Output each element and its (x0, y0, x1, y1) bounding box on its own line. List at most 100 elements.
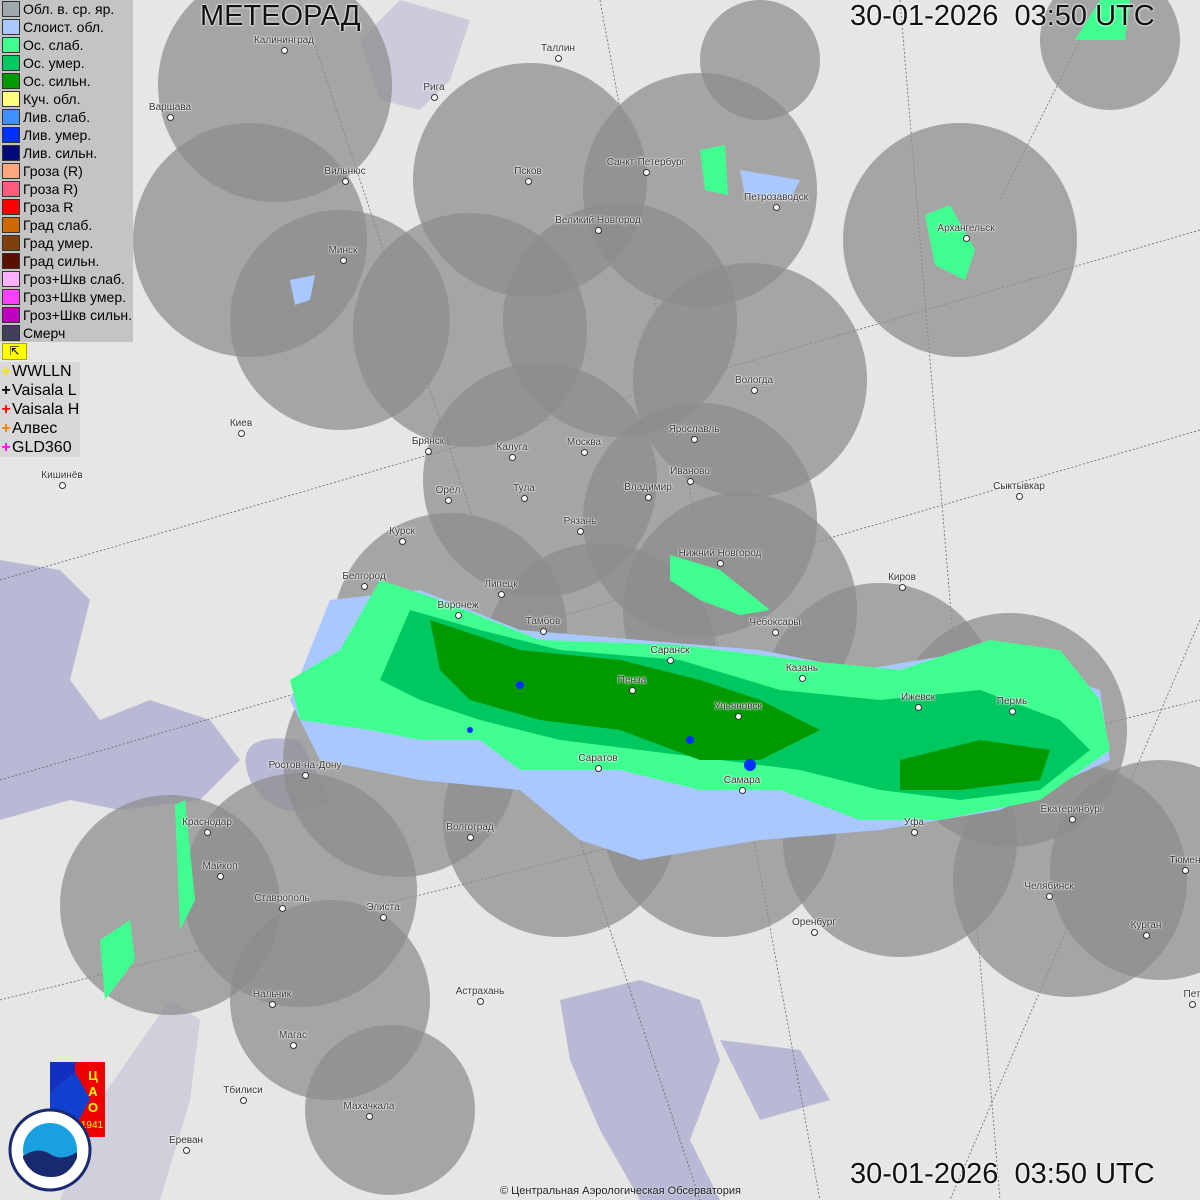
city-marker-icon (717, 560, 724, 567)
legend-item: Смерч (0, 324, 133, 342)
city-label: Тула (513, 483, 535, 494)
city-label: Санкт-Петербург (606, 157, 686, 168)
city-marker-icon (1182, 867, 1189, 874)
city-marker-icon (577, 528, 584, 535)
city-label: Майкоп (202, 861, 238, 872)
lightning-label: Vaisala H (12, 400, 80, 418)
city-marker-icon (380, 914, 387, 921)
city-label: Пермь (996, 696, 1028, 707)
cao-text: Ц (88, 1068, 98, 1083)
legend-swatch (2, 181, 20, 197)
legend-label: Смерч (23, 325, 66, 341)
city-marker-icon (1046, 893, 1053, 900)
legend-item: Лив. умер. (0, 126, 133, 144)
city-marker-icon (963, 235, 970, 242)
city-marker-icon (366, 1113, 373, 1120)
lightning-cross-icon: + (1, 438, 11, 456)
legend-swatch (2, 1, 20, 17)
city-marker-icon (751, 387, 758, 394)
legend-label: Ос. слаб. (23, 37, 84, 53)
legend-label: Град умер. (23, 235, 94, 251)
legend-item: Обл. в. ср. яр. (0, 0, 133, 18)
city-label: Саранск (650, 645, 690, 656)
city-label: Элиста (366, 902, 400, 913)
legend-swatch (2, 163, 20, 179)
city-label: Киров (888, 572, 916, 583)
city-marker-icon (772, 629, 779, 636)
city-label: Иваново (670, 466, 710, 477)
legend-toggle-icon[interactable]: ⇱ (2, 343, 27, 360)
city-marker-icon (1143, 932, 1150, 939)
city-label: Кишинёв (41, 470, 83, 481)
legend-label: Гроза (R) (23, 163, 83, 179)
city-label: Белгород (342, 571, 386, 582)
lightning-label: Алвес (12, 419, 58, 437)
lightning-item: + Vaisala L (0, 381, 80, 400)
city-label: Киев (229, 418, 253, 429)
legend-item: Ос. сильн. (0, 72, 133, 90)
lightning-item: + Vaisala H (0, 400, 80, 419)
city-marker-icon (238, 430, 245, 437)
city-marker-icon (217, 873, 224, 880)
city-label: Ростов-на-Дону (268, 760, 342, 771)
lightning-cross-icon: + (1, 381, 11, 399)
city-marker-icon (691, 436, 698, 443)
legend-label: Гроза R (23, 199, 74, 215)
precipitation (100, 0, 1130, 1000)
legend-swatch (2, 91, 20, 107)
legend-swatch (2, 271, 20, 287)
lightning-legend: + WWLLN + Vaisala L + Vaisala H + Алвес + GLD360 (0, 362, 80, 457)
city-label: Чебоксары (749, 617, 801, 628)
legend-label: Град сильн. (23, 253, 100, 269)
city-label: Рига (423, 82, 445, 93)
app-title: МЕТЕОРАД (200, 0, 361, 32)
legend-item: Гроза R (0, 198, 133, 216)
city-label: Рязань (563, 516, 597, 527)
legend-swatch (2, 253, 20, 269)
legend-swatch (2, 307, 20, 323)
city-label: Воронеж (437, 600, 479, 611)
city-label: Липецк (484, 579, 518, 590)
city-marker-icon (431, 94, 438, 101)
radar-circle (953, 763, 1187, 997)
city-marker-icon (735, 713, 742, 720)
legend-item: Град умер. (0, 234, 133, 252)
city-label: Архангельск (937, 223, 995, 234)
city-marker-icon (399, 538, 406, 545)
lightning-cross-icon: + (1, 400, 11, 418)
legend-item: Град сильн. (0, 252, 133, 270)
city-marker-icon (467, 834, 474, 841)
legend-swatch (2, 19, 20, 35)
precip-light-spb (700, 145, 728, 195)
legend-label: Град слаб. (23, 217, 93, 233)
city-marker-icon (915, 704, 922, 711)
legend-label: Гроз+Шкв слаб. (23, 271, 125, 287)
lightning-label: GLD360 (12, 438, 72, 456)
city-label: Екатеринбург (1040, 804, 1104, 815)
city-label: Орёл (435, 485, 461, 496)
city-marker-icon (302, 772, 309, 779)
svg-text:1941: 1941 (81, 1120, 104, 1131)
legend-item: Лив. сильн. (0, 144, 133, 162)
city-label: Петрозаводск (744, 192, 808, 203)
city-marker-icon (555, 55, 562, 62)
lightning-item: + GLD360 (0, 438, 80, 457)
city-marker-icon (279, 905, 286, 912)
legend-swatch (2, 127, 20, 143)
legend-swatch (2, 235, 20, 251)
svg-text:О: О (88, 1100, 98, 1115)
city-label: Ставрополь (254, 893, 310, 904)
city-marker-icon (240, 1097, 247, 1104)
legend-label: Ос. сильн. (23, 73, 91, 89)
city-label: Самара (723, 775, 761, 786)
radar-circle (1040, 0, 1180, 110)
legend-label: Куч. обл. (23, 91, 81, 107)
city-marker-icon (645, 494, 652, 501)
city-marker-icon (342, 178, 349, 185)
precip-heavy (430, 620, 820, 760)
city-marker-icon (340, 257, 347, 264)
legend-label: Ос. умер. (23, 55, 85, 71)
city-marker-icon (521, 495, 528, 502)
city-marker-icon (290, 1042, 297, 1049)
